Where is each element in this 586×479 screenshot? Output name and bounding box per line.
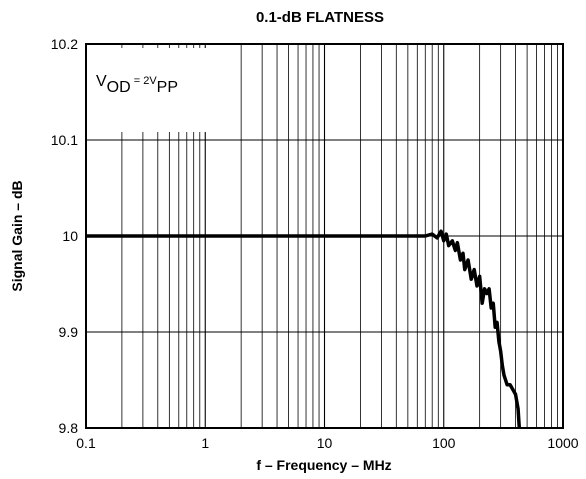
chart-title: 0.1-dB FLATNESS — [256, 9, 384, 26]
x-tick-label: 1 — [201, 435, 209, 451]
x-tick-label: 10 — [317, 435, 333, 451]
y-tick-label: 9.9 — [59, 324, 79, 340]
x-tick-label: 0.1 — [76, 435, 96, 451]
y-tick-label: 9.8 — [59, 420, 79, 436]
annotation-box — [90, 48, 230, 132]
y-tick-label: 10 — [62, 228, 78, 244]
y-axis-label: Signal Gain – dB — [9, 180, 25, 291]
y-tick-label: 10.1 — [51, 132, 78, 148]
y-tick-label: 10.2 — [51, 36, 78, 52]
y-tick-labels: 9.8 9.9 10 10.1 10.2 — [51, 36, 78, 436]
x-tick-label: 100 — [432, 435, 456, 451]
annotation-sub-pp: PP — [157, 79, 178, 96]
series-line — [86, 229, 522, 429]
x-axis-label: f – Frequency – MHz — [256, 457, 391, 473]
annotation-v: V — [96, 73, 107, 90]
annotation-eq: = 2V — [131, 75, 158, 87]
x-tick-labels: 0.1 1 10 100 1000 — [76, 435, 579, 451]
annotation: VOD = 2VPP — [96, 73, 178, 96]
annotation-sub-od: OD — [107, 79, 131, 96]
x-tick-label: 1000 — [547, 435, 578, 451]
